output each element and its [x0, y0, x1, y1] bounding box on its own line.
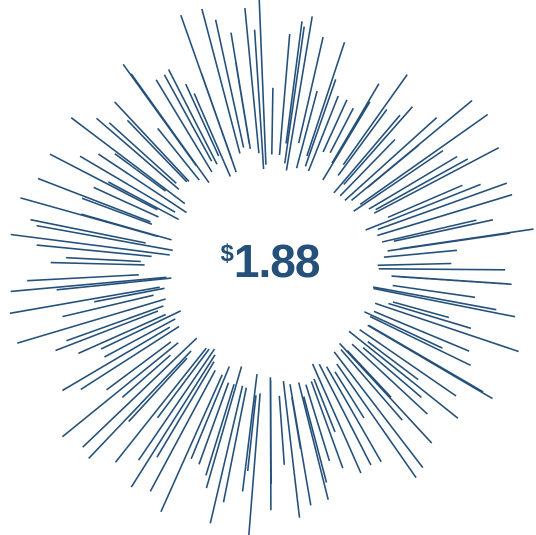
- ray: [363, 348, 421, 398]
- ray: [292, 397, 301, 449]
- ray: [352, 344, 427, 414]
- ray: [283, 381, 299, 518]
- ray: [97, 118, 179, 189]
- ray: [272, 88, 273, 155]
- ray: [340, 343, 432, 443]
- ray: [131, 74, 209, 183]
- ray: [369, 157, 457, 210]
- ray: [66, 258, 141, 262]
- ray: [378, 183, 507, 229]
- ray: [157, 362, 214, 458]
- ray: [11, 277, 167, 291]
- ray: [374, 311, 469, 351]
- page: $1.88 (() => { const data = JSON.parse(d…: [0, 0, 536, 535]
- ray: [314, 379, 335, 432]
- ray: [335, 372, 364, 418]
- ray: [379, 269, 505, 270]
- ray: [80, 156, 175, 212]
- ray: [51, 263, 145, 265]
- ray: [27, 275, 139, 281]
- ray: [319, 364, 371, 465]
- ray: [115, 102, 189, 181]
- ray: [116, 348, 207, 462]
- ray: [122, 355, 170, 397]
- ray: [259, 0, 266, 165]
- ray: [399, 277, 512, 285]
- ray: [131, 355, 215, 487]
- ray: [236, 62, 250, 144]
- currency-symbol: $: [221, 240, 235, 267]
- ray: [38, 179, 151, 222]
- ray: [279, 396, 284, 465]
- price-text: $1.88: [221, 235, 320, 287]
- ray: [393, 302, 449, 318]
- ray: [206, 384, 234, 475]
- ray: [161, 375, 222, 512]
- ray: [307, 42, 345, 156]
- price-burst: $1.88: [0, 0, 536, 535]
- ray: [373, 287, 496, 310]
- ray: [94, 288, 164, 302]
- ray: [344, 107, 413, 185]
- ray: [360, 115, 488, 205]
- ray: [388, 304, 471, 329]
- ray: [343, 75, 407, 165]
- ray: [270, 377, 271, 510]
- price-amount: 1.88: [234, 235, 320, 287]
- ray: [378, 264, 452, 266]
- ray: [285, 27, 304, 164]
- ray: [384, 250, 457, 257]
- ray: [10, 287, 160, 313]
- ray: [127, 120, 186, 182]
